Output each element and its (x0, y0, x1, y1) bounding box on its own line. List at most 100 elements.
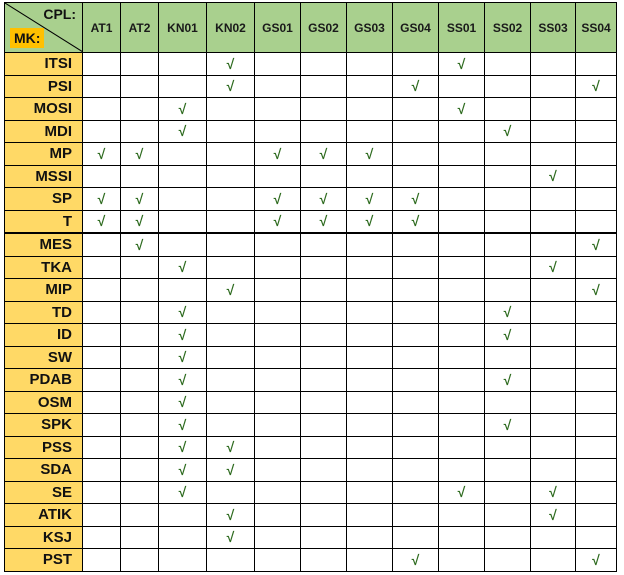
table-row: T √ √ √ √ √ √ (4, 209, 617, 234)
empty-cell (254, 525, 301, 549)
check-mark-cell: √ (484, 323, 531, 347)
empty-cell (392, 119, 439, 143)
table-row: MSSI √ (4, 164, 617, 188)
empty-cell (300, 435, 347, 459)
check-mark-cell: √ (206, 74, 255, 98)
table-row: SDA √ √ (4, 458, 617, 482)
empty-cell (530, 74, 576, 98)
table-row: SP √ √ √ √ √ √ (4, 187, 617, 211)
check-mark-cell: √ (254, 209, 301, 234)
row-label: SE (4, 480, 83, 504)
table-row: TD √ √ (4, 300, 617, 324)
empty-cell (82, 232, 121, 257)
empty-cell (254, 323, 301, 347)
empty-cell (206, 300, 255, 324)
empty-cell (438, 323, 485, 347)
empty-cell (438, 209, 485, 234)
empty-cell (438, 142, 485, 166)
table-row: ID √ √ (4, 323, 617, 347)
table-row: SE √ √ √ (4, 480, 617, 504)
empty-cell (158, 503, 207, 527)
check-mark-cell: √ (120, 142, 159, 166)
empty-cell (346, 525, 393, 549)
empty-cell (300, 458, 347, 482)
check-mark-cell: √ (158, 300, 207, 324)
row-label: MOSI (4, 97, 83, 121)
empty-cell (392, 300, 439, 324)
table-row: SPK √ √ (4, 413, 617, 437)
empty-cell (300, 548, 347, 572)
empty-cell (300, 278, 347, 302)
empty-cell (438, 278, 485, 302)
empty-cell (120, 548, 159, 572)
diagonal-divider (5, 3, 82, 52)
empty-cell (300, 503, 347, 527)
empty-cell (82, 435, 121, 459)
empty-cell (120, 368, 159, 392)
empty-cell (575, 525, 617, 549)
empty-cell (82, 278, 121, 302)
empty-cell (484, 74, 531, 98)
empty-cell (530, 413, 576, 437)
empty-cell (575, 368, 617, 392)
check-mark-cell: √ (300, 187, 347, 211)
matrix-body: ITSI √ √ PSI √ √ √ MOSI √ √ MDI √ √ MP √ √ √ √ √ MSSI √ SP √ √ √… (4, 52, 617, 572)
empty-cell (82, 345, 121, 369)
empty-cell (575, 255, 617, 279)
empty-cell (530, 187, 576, 211)
empty-cell (254, 345, 301, 369)
empty-cell (254, 480, 301, 504)
empty-cell (484, 480, 531, 504)
empty-cell (438, 548, 485, 572)
empty-cell (206, 390, 255, 414)
empty-cell (438, 300, 485, 324)
empty-cell (82, 323, 121, 347)
table-row: KSJ √ (4, 525, 617, 549)
check-mark-cell: √ (206, 278, 255, 302)
empty-cell (484, 164, 531, 188)
empty-cell (120, 74, 159, 98)
check-mark-cell: √ (484, 300, 531, 324)
empty-cell (530, 323, 576, 347)
empty-cell (484, 345, 531, 369)
empty-cell (438, 390, 485, 414)
row-label: MIP (4, 278, 83, 302)
empty-cell (575, 435, 617, 459)
row-label: PSS (4, 435, 83, 459)
empty-cell (120, 413, 159, 437)
row-label: TKA (4, 255, 83, 279)
check-mark-cell: √ (438, 480, 485, 504)
column-header-ss04: SS04 (575, 2, 617, 53)
empty-cell (206, 323, 255, 347)
empty-cell (206, 232, 255, 257)
empty-cell (530, 390, 576, 414)
check-mark-cell: √ (206, 525, 255, 549)
empty-cell (530, 345, 576, 369)
check-mark-cell: √ (484, 413, 531, 437)
table-row: MP √ √ √ √ √ (4, 142, 617, 166)
column-header-gs03: GS03 (346, 2, 393, 53)
table-row: MOSI √ √ (4, 97, 617, 121)
check-mark-cell: √ (120, 232, 159, 257)
row-label: T (4, 209, 83, 234)
empty-cell (346, 119, 393, 143)
empty-cell (484, 232, 531, 257)
empty-cell (392, 345, 439, 369)
empty-cell (254, 548, 301, 572)
empty-cell (484, 255, 531, 279)
empty-cell (484, 209, 531, 234)
empty-cell (530, 232, 576, 257)
empty-cell (254, 255, 301, 279)
empty-cell (484, 390, 531, 414)
empty-cell (346, 52, 393, 76)
column-header-at1: AT1 (82, 2, 121, 53)
check-mark-cell: √ (158, 390, 207, 414)
empty-cell (484, 142, 531, 166)
empty-cell (206, 209, 255, 234)
cpl-label: CPL: (43, 6, 76, 22)
empty-cell (438, 74, 485, 98)
empty-cell (82, 458, 121, 482)
empty-cell (158, 52, 207, 76)
empty-cell (346, 345, 393, 369)
empty-cell (438, 232, 485, 257)
